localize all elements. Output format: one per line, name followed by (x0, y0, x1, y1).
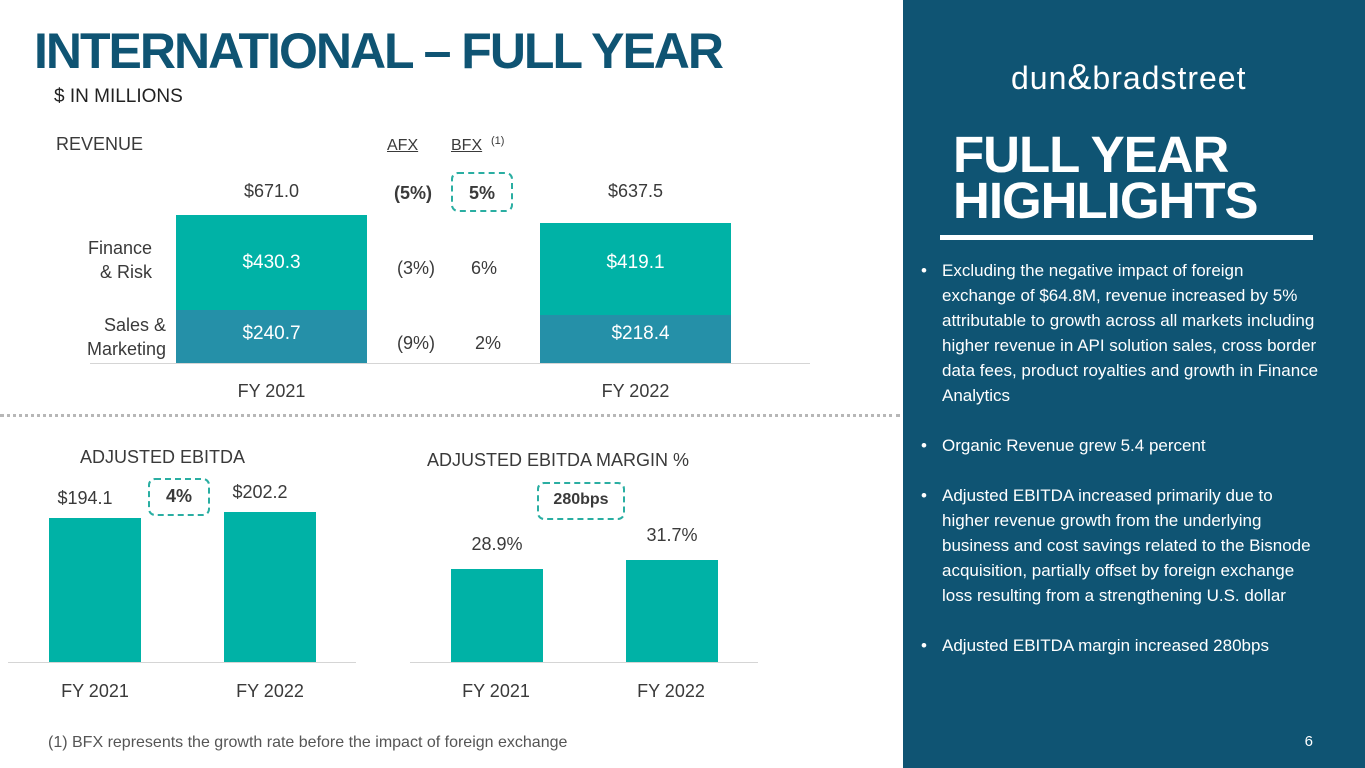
footnote: (1) BFX represents the growth rate befor… (48, 734, 568, 751)
margin-category-fy2022: FY 2022 (637, 681, 705, 701)
highlights-rule (940, 235, 1313, 240)
total-afx-growth: (5%) (394, 183, 433, 203)
revenue-label-finance-fy2022: $419.1 (606, 252, 665, 273)
bfx-highlight-box (451, 172, 513, 212)
revenue-total-fy2021: $671.0 (243, 181, 300, 201)
highlights-list: Excluding the negative impact of foreign… (921, 258, 1321, 683)
revenue-category-fy2021: FY 2021 (237, 381, 306, 401)
revenue-label-finance-fy2021: $430.3 (242, 252, 301, 273)
revenue-bar-sales-fy2022 (540, 314, 731, 363)
ebitda-growth-box (148, 478, 210, 516)
margin-bar-fy2022 (626, 559, 718, 662)
ebitda-bar-fy2021 (49, 517, 141, 662)
page-title: INTERNATIONAL – FULL YEAR (34, 23, 724, 79)
ebitda-category-fy2022: FY 2022 (236, 681, 304, 701)
margin-category-fy2021: FY 2021 (462, 681, 530, 701)
finance-bfx-growth: 6% (471, 258, 498, 278)
revenue-bar-finance-fy2022 (540, 222, 731, 315)
ebitda-category-fy2021: FY 2021 (61, 681, 129, 701)
margin-chart-label: ADJUSTED EBITDA MARGIN % (427, 450, 690, 470)
sales-afx-growth: (9%) (397, 333, 436, 353)
sales-bfx-growth: 2% (475, 333, 502, 353)
highlight-item: Excluding the negative impact of foreign… (921, 258, 1321, 408)
highlights-panel: dun&bradstreet FULL YEAR HIGHLIGHTS Excl… (903, 0, 1365, 768)
ebitda-baseline (8, 662, 356, 663)
highlights-title: FULL YEAR HIGHLIGHTS (953, 126, 1258, 229)
ebitda-value-fy2021: $194.1 (57, 487, 113, 508)
total-bfx-growth: 5% (468, 183, 495, 203)
margin-bar-fy2021 (451, 568, 543, 662)
margin-value-fy2021: 28.9% (471, 533, 523, 554)
highlight-item: Adjusted EBITDA margin increased 280bps (921, 633, 1321, 658)
ebitda-bar-fy2022 (224, 511, 316, 662)
revenue-bar-finance-fy2021 (176, 215, 367, 311)
margin-growth: 280bps (553, 491, 609, 508)
company-logo: dun&bradstreet (1011, 56, 1247, 97)
revenue-baseline (90, 363, 810, 364)
highlight-item: Organic Revenue grew 5.4 percent (921, 433, 1321, 458)
revenue-chart-label: REVENUE (56, 134, 144, 154)
bfx-header: BFX (451, 137, 483, 154)
ebitda-growth: 4% (165, 486, 192, 506)
margin-growth-box (537, 482, 625, 520)
revenue-total-fy2022: $637.5 (607, 181, 664, 201)
afx-header: AFX (387, 137, 419, 154)
revenue-label-sales-fy2022: $218.4 (611, 323, 670, 344)
revenue-category-fy2022: FY 2022 (601, 381, 670, 401)
bfx-footnote-marker: (1) (491, 135, 505, 147)
ebitda-value-fy2022: $202.2 (232, 481, 288, 502)
finance-risk-row-label: Finance & Risk (87, 238, 152, 282)
highlight-item: Adjusted EBITDA increased primarily due … (921, 483, 1321, 608)
margin-baseline (410, 662, 758, 663)
revenue-bar-sales-fy2021 (176, 310, 367, 363)
margin-value-fy2022: 31.7% (646, 524, 698, 545)
sales-marketing-row-label: Sales & Marketing (86, 315, 166, 359)
page-number: 6 (1304, 733, 1313, 750)
finance-afx-growth: (3%) (397, 258, 436, 278)
section-divider (0, 414, 900, 417)
revenue-label-sales-fy2021: $240.7 (242, 323, 301, 344)
ebitda-chart-label: ADJUSTED EBITDA (80, 447, 246, 467)
page-subtitle: $ IN MILLIONS (54, 86, 183, 107)
